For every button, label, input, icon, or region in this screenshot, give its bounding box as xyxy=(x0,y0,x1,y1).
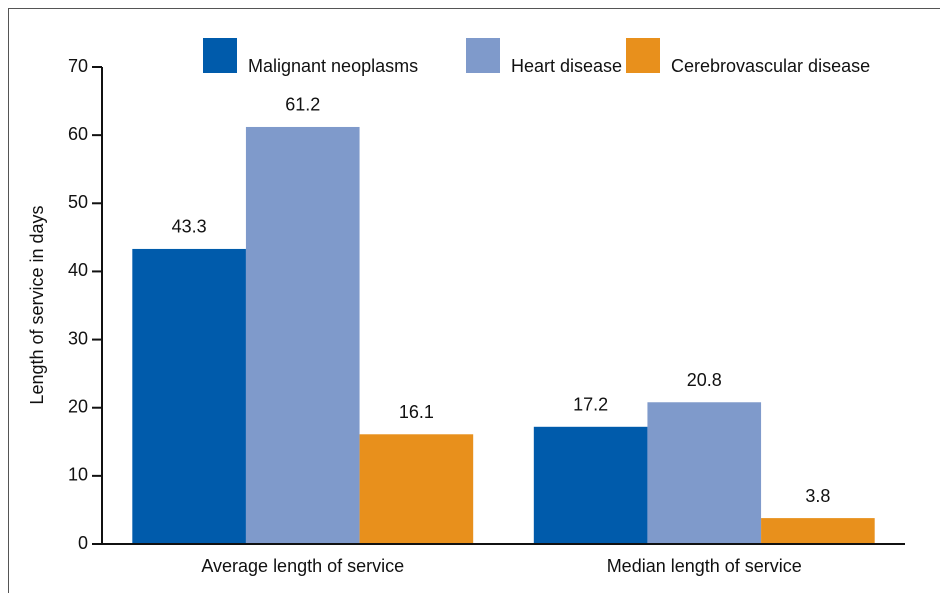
y-tick-label: 20 xyxy=(68,396,88,416)
y-tick-label: 50 xyxy=(68,192,88,212)
y-tick-label: 30 xyxy=(68,328,88,348)
bar xyxy=(533,426,648,544)
data-label: 3.8 xyxy=(805,486,830,506)
y-tick-label: 70 xyxy=(68,56,88,76)
x-tick-label: Average length of service xyxy=(201,556,404,576)
legend-swatch xyxy=(626,38,660,73)
data-label: 16.1 xyxy=(399,402,434,422)
y-tick-label: 60 xyxy=(68,124,88,144)
bar xyxy=(132,248,246,545)
legend-label: Heart disease xyxy=(511,56,622,76)
legend-label: Cerebrovascular disease xyxy=(671,56,870,76)
data-label: 20.8 xyxy=(687,370,722,390)
y-tick-label: 40 xyxy=(68,260,88,280)
bar xyxy=(761,518,875,544)
data-label: 43.3 xyxy=(172,217,207,237)
y-axis-label: Length of service in days xyxy=(27,205,47,404)
bar xyxy=(647,402,762,544)
y-tick-label: 0 xyxy=(78,533,88,553)
data-label: 17.2 xyxy=(573,395,608,415)
x-tick-label: Median length of service xyxy=(607,556,802,576)
bar xyxy=(359,434,474,544)
frame xyxy=(8,8,940,593)
legend-swatch xyxy=(466,38,500,73)
legend-swatch xyxy=(203,38,237,73)
data-label: 61.2 xyxy=(285,95,320,115)
legend-label: Malignant neoplasms xyxy=(248,56,418,76)
bar xyxy=(245,126,360,545)
y-tick-label: 10 xyxy=(68,465,88,485)
